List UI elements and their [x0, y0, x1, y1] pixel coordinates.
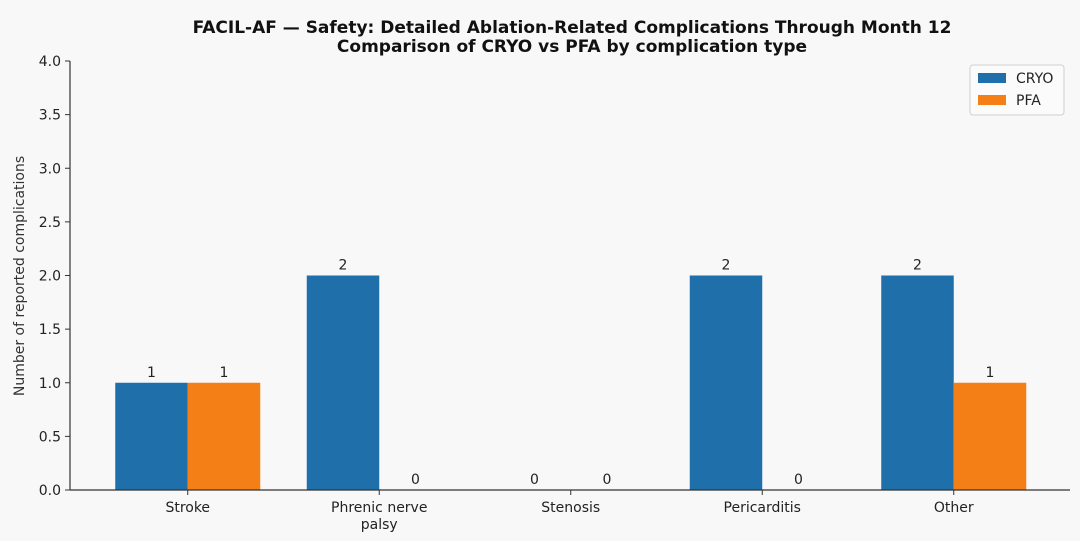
y-tick-label: 0.5 — [39, 429, 61, 445]
x-tick-label: Phrenic nerve palsy — [331, 500, 427, 533]
bar-cryo-0 — [115, 382, 188, 490]
data-label-pfa-4: 1 — [986, 365, 995, 381]
y-tick-label: 2.5 — [39, 215, 61, 231]
data-label-pfa-3: 0 — [794, 472, 803, 488]
data-label-pfa-2: 0 — [603, 472, 612, 488]
legend-label-pfa: PFA — [1016, 93, 1041, 109]
y-tick-label: 1.5 — [39, 322, 61, 338]
y-tick-label: 1.0 — [39, 376, 61, 392]
legend-swatch-cryo — [978, 73, 1006, 83]
x-tick-label: Pericarditis — [724, 500, 801, 516]
data-label-pfa-1: 0 — [411, 472, 420, 488]
data-label-cryo-1: 2 — [339, 258, 348, 274]
bar-cryo-3 — [689, 275, 763, 490]
x-tick-label: Stenosis — [541, 500, 600, 516]
y-tick-label: 3.0 — [39, 161, 61, 177]
bar-cryo-1 — [306, 275, 380, 490]
data-label-pfa-0: 1 — [220, 365, 229, 381]
bar-pfa-0 — [187, 382, 261, 490]
data-label-cryo-4: 2 — [913, 258, 922, 274]
chart-title: FACIL-AF — Safety: Detailed Ablation-Rel… — [193, 18, 952, 38]
data-label-cryo-3: 2 — [722, 258, 731, 274]
bar-pfa-4 — [953, 382, 1027, 490]
y-axis-label: Number of reported complications — [12, 156, 28, 396]
legend: CRYO PFA — [969, 64, 1065, 116]
data-label-cryo-2: 0 — [530, 472, 539, 488]
y-tick-label: 4.0 — [39, 54, 61, 70]
data-label-cryo-0: 1 — [147, 365, 156, 381]
legend-label-cryo: CRYO — [1016, 71, 1053, 87]
y-tick-label: 0.0 — [39, 483, 61, 499]
bars-layer — [115, 275, 1027, 490]
axes-layer: Stroke Phrenic nerve palsy Stenosis Pericard… — [39, 54, 1070, 533]
bar-cryo-4 — [881, 275, 954, 490]
x-tick-label: Stroke — [165, 500, 210, 516]
y-tick-label: 2.0 — [39, 269, 61, 285]
chart-subtitle: Comparison of CRYO vs PFA by complicatio… — [337, 37, 807, 57]
x-tick-label: Other — [934, 500, 974, 516]
legend-swatch-pfa — [978, 95, 1006, 105]
data-labels-layer: 1 1 2 0 0 0 2 0 2 1 — [147, 258, 994, 489]
y-tick-label: 3.5 — [39, 108, 61, 124]
